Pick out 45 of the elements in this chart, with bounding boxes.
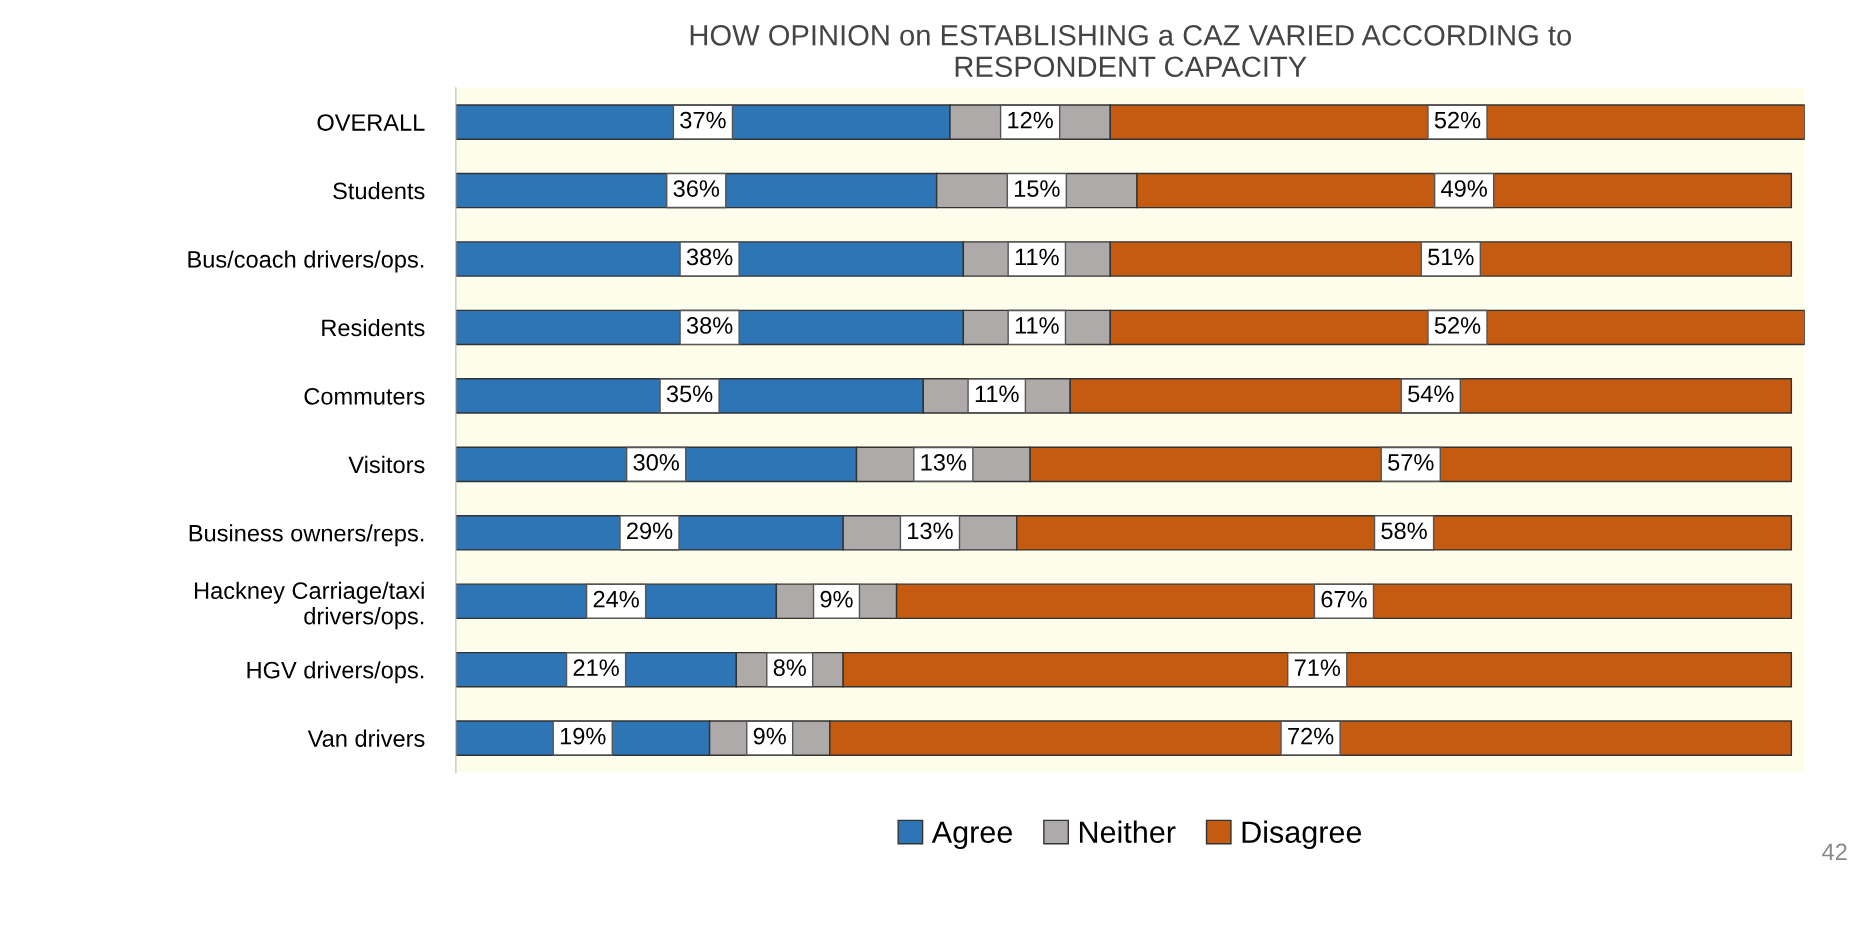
data-label: 9% <box>820 590 853 608</box>
data-label: 58% <box>1381 522 1427 540</box>
chart-title: HOW OPINION on ESTABLISHING a CAZ VARIED ACCORDING to RESPONDENT CAPACITY <box>690 24 1571 78</box>
data-label: 13% <box>908 522 953 540</box>
data-label: 19% <box>560 727 606 745</box>
data-label: 29% <box>627 522 673 540</box>
legend-label: Disagree <box>1242 820 1362 850</box>
y-tick-label: Van drivers <box>307 729 425 747</box>
y-tick-label: Visitors <box>348 455 425 474</box>
data-label: 13% <box>921 453 967 471</box>
data-label: 51% <box>1428 248 1474 266</box>
data-label: 71% <box>1294 659 1341 676</box>
data-label: 35% <box>666 385 713 403</box>
data-label: 15% <box>1014 180 1060 197</box>
y-tick-label: Commuters <box>304 387 425 405</box>
y-tick-label: HGV drivers/ops. <box>247 661 424 684</box>
data-label: 9% <box>753 727 786 745</box>
data-label: 36% <box>673 180 720 197</box>
data-label: 12% <box>1008 111 1053 129</box>
data-label: 21% <box>573 659 619 676</box>
data-label: 24% <box>593 590 639 608</box>
data-label: 54% <box>1408 385 1454 403</box>
legend-label: Agree <box>931 821 1012 850</box>
y-tick-label: OVERALL <box>317 114 425 131</box>
data-label: 11% <box>1015 248 1059 266</box>
data-label: 72% <box>1288 727 1334 745</box>
y-tick-label: Bus/coach drivers/ops. <box>188 250 424 273</box>
y-tick-label: Business owners/reps. <box>189 524 424 547</box>
data-label: 11% <box>975 385 1019 403</box>
data-label: 11% <box>1015 317 1059 334</box>
data-label: 67% <box>1321 590 1367 608</box>
y-tick-label: Residents <box>322 318 425 337</box>
y-tick-label: Students <box>333 181 425 200</box>
data-label: 57% <box>1388 454 1434 471</box>
data-label: 49% <box>1441 180 1487 197</box>
data-label: 30% <box>633 453 679 471</box>
data-label: 52% <box>1434 111 1481 129</box>
data-label: 38% <box>686 317 733 334</box>
text: 42 <box>1822 843 1847 860</box>
data-label: 8% <box>773 659 806 677</box>
data-label: 38% <box>686 248 733 266</box>
data-label: 37% <box>680 111 726 129</box>
data-label: 52% <box>1434 317 1481 334</box>
legend-label: Neither <box>1079 820 1176 844</box>
y-tick-label: Hackney Carriage/taxi drivers/ops. <box>194 581 424 630</box>
